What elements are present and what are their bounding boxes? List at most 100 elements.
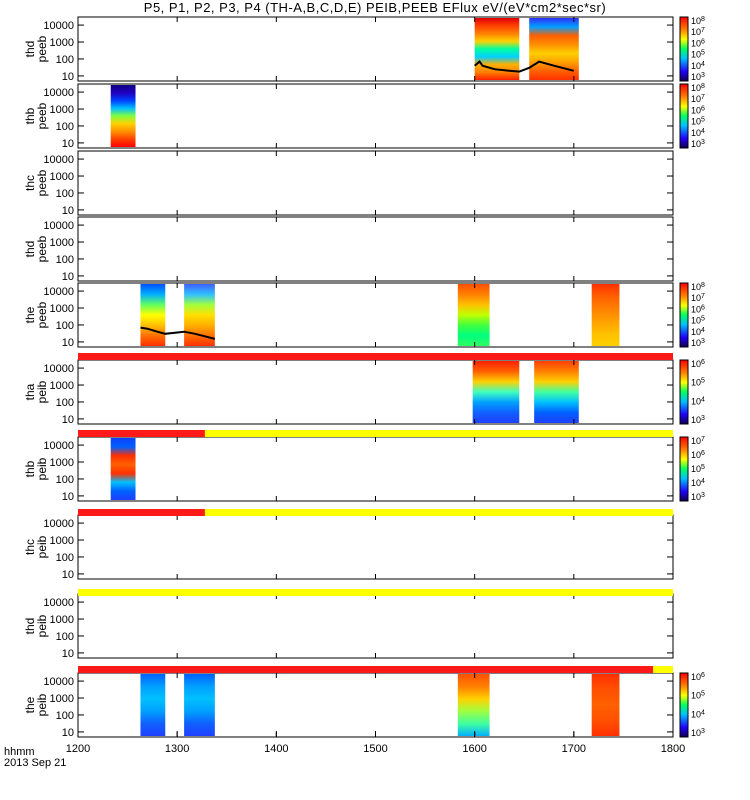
y-tick-label: 10 (62, 727, 74, 739)
panel-ylabel: thd (23, 241, 37, 258)
panel-ylabel: peeb (35, 102, 49, 129)
y-tick-label: 1000 (50, 380, 74, 392)
flag-bar-segment (78, 509, 205, 516)
panel-ylabel: peib (35, 614, 49, 637)
panel-ylabel: peib (35, 380, 49, 403)
spectrogram-block (591, 284, 620, 346)
panel-frame (77, 83, 674, 149)
colorbar-tick-label: 103 (691, 728, 705, 738)
colorbar (679, 282, 689, 348)
x-tick-label: 1300 (165, 743, 189, 755)
panel-ylabel: the (23, 696, 37, 713)
y-tick-label: 10000 (43, 440, 74, 452)
panel-frame (77, 672, 674, 738)
colorbar-tick-label: 104 (691, 61, 705, 71)
flag-bar-segment (653, 666, 673, 673)
y-tick-label: 10 (62, 205, 74, 217)
y-tick-label: 100 (56, 552, 74, 564)
y-tick-label: 10000 (43, 20, 74, 32)
y-tick-label: 10 (62, 414, 74, 426)
spectrogram-block (110, 85, 136, 147)
panel-ylabel: peeb (35, 35, 49, 62)
y-tick-label: 1000 (50, 303, 74, 315)
colorbar-tick-label: 106 (691, 304, 705, 314)
x-tick-label: 1500 (363, 743, 387, 755)
x-tick-label: 1700 (562, 743, 586, 755)
y-tick-label: 100 (56, 121, 74, 133)
x-tick-label: 1200 (66, 743, 90, 755)
title-text: P5, P1, P2, P3, P4 (TH-A,B,C,D,E) PEIB,P… (143, 0, 607, 15)
panel-ylabel: peib (35, 693, 49, 716)
colorbar-tick-label: 104 (691, 478, 705, 488)
spectrogram-block (110, 438, 136, 500)
panel-ylabel: thd (23, 618, 37, 635)
colorbar (679, 436, 689, 502)
spectrogram-block (534, 361, 579, 423)
colorbar (679, 83, 689, 149)
y-tick-label: 10 (62, 491, 74, 503)
y-tick-label: 1000 (50, 535, 74, 547)
flag-bar-segment (78, 353, 673, 360)
colorbar-tick-label: 105 (691, 378, 705, 388)
y-tick-label: 1000 (50, 693, 74, 705)
spectrogram-block (140, 674, 166, 736)
spectrogram-block (184, 674, 215, 736)
panel-frame (77, 593, 674, 659)
y-tick-label: 10000 (43, 87, 74, 99)
colorbar-tick-label: 105 (691, 464, 705, 474)
panel-frame (77, 216, 674, 282)
y-tick-label: 10000 (43, 518, 74, 530)
colorbar-tick-label: 104 (691, 709, 705, 719)
colorbar-tick-label: 104 (691, 128, 705, 138)
y-tick-label: 10000 (43, 154, 74, 166)
quality-flag-bars (78, 353, 673, 673)
spectrogram-block (457, 674, 490, 736)
panel-frame (77, 16, 674, 82)
potential-line (474, 60, 575, 73)
colorbar-tick-label: 104 (691, 327, 705, 337)
y-tick-label: 1000 (50, 104, 74, 116)
colorbar-tick-label: 106 (691, 672, 705, 682)
spectrogram-block (472, 361, 520, 423)
panel-frame (77, 514, 674, 580)
flag-bar-segment (204, 509, 673, 516)
colorbar-tick-label: 107 (691, 293, 705, 303)
colorbar-tick-label: 105 (691, 316, 705, 326)
spectrogram-block (140, 284, 166, 346)
panel-ylabel: peeb (35, 169, 49, 196)
colorbar-tick-label: 108 (691, 16, 705, 26)
colorbar-tick-label: 103 (691, 72, 705, 82)
flag-bar-segment (204, 430, 673, 437)
panel-ylabel: thc (23, 539, 37, 555)
panel-frame (77, 150, 674, 216)
time-format-label: hhmm (4, 746, 35, 758)
y-tick-label: 10 (62, 71, 74, 83)
colorbar-tick-label: 108 (691, 282, 705, 292)
y-tick-label: 1000 (50, 237, 74, 249)
colorbar-tick-label: 105 (691, 691, 705, 701)
panel-ylabel: peeb (35, 301, 49, 328)
panel-ylabel: peib (35, 457, 49, 480)
flag-bar-segment (78, 589, 673, 596)
colorbar-tick-label: 107 (691, 27, 705, 37)
y-tick-label: 100 (56, 474, 74, 486)
y-tick-label: 10000 (43, 220, 74, 232)
y-tick-label: 10000 (43, 597, 74, 609)
colorbar-tick-label: 103 (691, 139, 705, 149)
colorbar-tick-label: 103 (691, 492, 705, 502)
y-tick-label: 10 (62, 569, 74, 581)
panels-layer: 10100100010000thdpeeb1031041051061071081… (23, 16, 705, 739)
colorbar-tick-label: 105 (691, 117, 705, 127)
colorbar (679, 359, 689, 425)
colorbar-tick-label: 104 (691, 396, 705, 406)
colorbar-tick-label: 107 (691, 436, 705, 446)
colorbar (679, 16, 689, 82)
y-tick-label: 10 (62, 648, 74, 660)
